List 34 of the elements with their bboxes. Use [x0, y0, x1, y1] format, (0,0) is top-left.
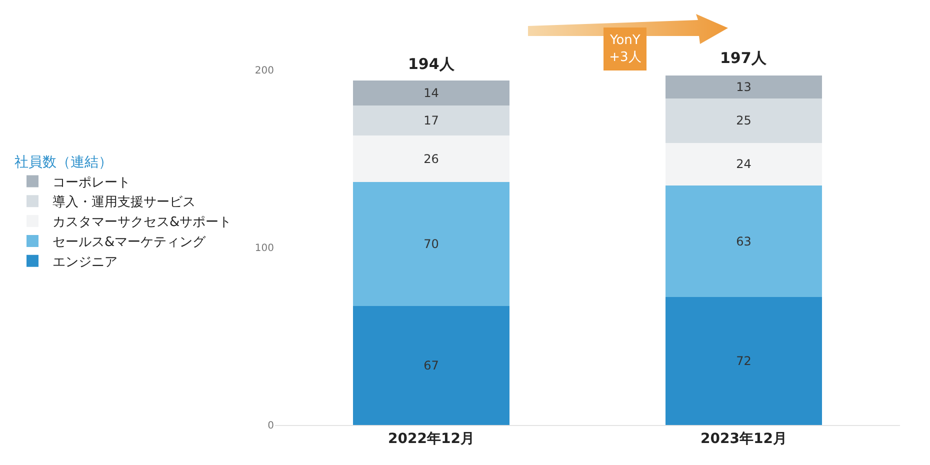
data-label: 26: [424, 152, 439, 166]
bar: [666, 185, 822, 298]
bar: [666, 142, 822, 186]
legend-label: コーポレート: [52, 175, 130, 190]
y-tick-label: 0: [268, 420, 274, 432]
x-tick-label: 2022年12月: [388, 430, 474, 447]
x-tick-label: 2023年12月: [700, 430, 787, 447]
total-label: 194人: [408, 55, 456, 73]
data-label: 17: [424, 114, 439, 128]
data-label: 67: [424, 358, 439, 373]
y-tick-label: 200: [254, 66, 274, 76]
bar: [353, 80, 510, 106]
data-label: 13: [736, 80, 752, 94]
data-label: 72: [736, 354, 752, 368]
y-tick-label: 100: [254, 243, 274, 254]
data-label: 70: [424, 236, 439, 251]
total-label: 197人: [720, 49, 768, 67]
bar: [353, 182, 510, 306]
legend-title: 社員数（連結）: [14, 154, 112, 170]
legend-label: カスタマーサクセス&サポート: [52, 215, 232, 230]
data-label: 25: [736, 114, 752, 128]
legend-label: 導入・運用支援サービス: [52, 195, 196, 210]
legend-label: エンジニア: [52, 254, 118, 270]
bar: [353, 306, 510, 425]
bar: [666, 75, 822, 98]
bar: [353, 106, 510, 136]
bar: [666, 297, 822, 425]
data-label: 14: [424, 86, 439, 100]
legend-label: セールス&マーケティング: [52, 235, 207, 250]
data-label: 63: [736, 234, 752, 248]
bar: [353, 136, 510, 182]
text: YonY +3人: [609, 33, 642, 65]
data-label: 24: [736, 157, 752, 172]
bar: [666, 98, 822, 143]
